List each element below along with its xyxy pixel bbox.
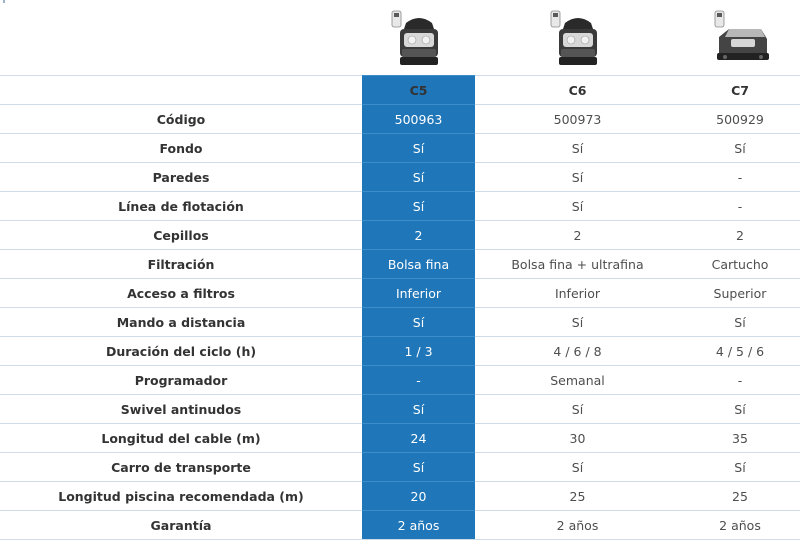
product-comparison-table: C5 C6 C7 Código 500963 500973 500929 Fondo Sí… bbox=[0, 4, 800, 540]
value-cell-c6: Sí bbox=[475, 162, 680, 192]
value-cell-c7: Sí bbox=[680, 452, 800, 482]
pool-robot-c5-icon bbox=[391, 10, 438, 65]
row-label: Código bbox=[0, 104, 362, 134]
value-cell-c5: 24 bbox=[362, 423, 475, 453]
value-cell-c5: Sí bbox=[362, 307, 475, 337]
value-cell-c6: Sí bbox=[475, 452, 680, 482]
pool-robot-c7-icon bbox=[714, 10, 769, 60]
table-row: Swivel antinudos Sí Sí Sí bbox=[0, 394, 800, 424]
row-label: Duración del ciclo (h) bbox=[0, 336, 362, 366]
table-row: Paredes Sí Sí - bbox=[0, 162, 800, 192]
row-label: Longitud del cable (m) bbox=[0, 423, 362, 453]
table-row: Filtración Bolsa fina Bolsa fina + ultrafi… bbox=[0, 249, 800, 279]
value-cell-c6: Sí bbox=[475, 191, 680, 221]
row-label: Paredes bbox=[0, 162, 362, 192]
product-name-row: C5 C6 C7 bbox=[0, 75, 800, 105]
value-cell-c7: - bbox=[680, 162, 800, 192]
value-cell-c7: 2 bbox=[680, 220, 800, 250]
value-cell-c6: 2 años bbox=[475, 510, 680, 540]
row-label: Filtración bbox=[0, 249, 362, 279]
value-cell-c5: 500963 bbox=[362, 104, 475, 134]
value-cell-c5: Sí bbox=[362, 133, 475, 163]
table-row: Carro de transporte Sí Sí Sí bbox=[0, 452, 800, 482]
table-row: Fondo Sí Sí Sí bbox=[0, 133, 800, 163]
value-cell-c6: 2 bbox=[475, 220, 680, 250]
value-cell-c7: 4 / 5 / 6 bbox=[680, 336, 800, 366]
value-cell-c7: 2 años bbox=[680, 510, 800, 540]
row-label: Acceso a filtros bbox=[0, 278, 362, 308]
value-cell-c6: Sí bbox=[475, 133, 680, 163]
table-row: Código 500963 500973 500929 bbox=[0, 104, 800, 134]
value-cell-c5: Sí bbox=[362, 452, 475, 482]
row-label: Cepillos bbox=[0, 220, 362, 250]
value-cell-c5: Inferior bbox=[362, 278, 475, 308]
row-label: Carro de transporte bbox=[0, 452, 362, 482]
row-label: Swivel antinudos bbox=[0, 394, 362, 424]
table-row: Longitud del cable (m) 24 30 35 bbox=[0, 423, 800, 453]
value-cell-c7: 25 bbox=[680, 481, 800, 511]
value-cell-c7: Sí bbox=[680, 307, 800, 337]
table-row: Acceso a filtros Inferior Inferior Superior bbox=[0, 278, 800, 308]
product-image-cell-c7 bbox=[680, 4, 800, 76]
value-cell-c5: 2 bbox=[362, 220, 475, 250]
value-cell-c6: Bolsa fina + ultrafina bbox=[475, 249, 680, 279]
product-image-row bbox=[0, 4, 800, 76]
table-row: Longitud piscina recomendada (m) 20 25 25 bbox=[0, 481, 800, 511]
empty-corner-cell bbox=[0, 4, 362, 76]
value-cell-c5: Bolsa fina bbox=[362, 249, 475, 279]
table-row: Programador - Semanal - bbox=[0, 365, 800, 395]
row-label: Longitud piscina recomendada (m) bbox=[0, 481, 362, 511]
value-cell-c6: 30 bbox=[475, 423, 680, 453]
row-label: Garantía bbox=[0, 510, 362, 540]
product-name-c7: C7 bbox=[680, 75, 800, 105]
row-label: Fondo bbox=[0, 133, 362, 163]
table-row: Garantía 2 años 2 años 2 años bbox=[0, 510, 800, 540]
product-name-c6: C6 bbox=[475, 75, 680, 105]
value-cell-c5: 1 / 3 bbox=[362, 336, 475, 366]
product-image-cell-c6 bbox=[475, 4, 680, 76]
table-row: Cepillos 2 2 2 bbox=[0, 220, 800, 250]
value-cell-c7: - bbox=[680, 365, 800, 395]
value-cell-c7: Cartucho bbox=[680, 249, 800, 279]
value-cell-c6: Sí bbox=[475, 307, 680, 337]
value-cell-c7: 35 bbox=[680, 423, 800, 453]
corner-mark bbox=[3, 0, 5, 3]
value-cell-c6: 25 bbox=[475, 481, 680, 511]
row-label: Programador bbox=[0, 365, 362, 395]
value-cell-c6: Inferior bbox=[475, 278, 680, 308]
pool-robot-c6-icon bbox=[550, 10, 597, 65]
value-cell-c5: - bbox=[362, 365, 475, 395]
empty-header-cell bbox=[0, 75, 362, 105]
value-cell-c6: 500973 bbox=[475, 104, 680, 134]
row-label: Mando a distancia bbox=[0, 307, 362, 337]
product-image-cell-c5 bbox=[362, 4, 475, 76]
value-cell-c7: 500929 bbox=[680, 104, 800, 134]
value-cell-c5: Sí bbox=[362, 394, 475, 424]
value-cell-c7: Sí bbox=[680, 394, 800, 424]
value-cell-c5: 20 bbox=[362, 481, 475, 511]
value-cell-c5: Sí bbox=[362, 191, 475, 221]
product-name-c5: C5 bbox=[362, 75, 475, 105]
value-cell-c7: - bbox=[680, 191, 800, 221]
value-cell-c6: 4 / 6 / 8 bbox=[475, 336, 680, 366]
value-cell-c6: Sí bbox=[475, 394, 680, 424]
value-cell-c7: Superior bbox=[680, 278, 800, 308]
table-row: Línea de flotación Sí Sí - bbox=[0, 191, 800, 221]
value-cell-c5: Sí bbox=[362, 162, 475, 192]
row-label: Línea de flotación bbox=[0, 191, 362, 221]
table-row: Mando a distancia Sí Sí Sí bbox=[0, 307, 800, 337]
value-cell-c7: Sí bbox=[680, 133, 800, 163]
value-cell-c6: Semanal bbox=[475, 365, 680, 395]
value-cell-c5: 2 años bbox=[362, 510, 475, 540]
